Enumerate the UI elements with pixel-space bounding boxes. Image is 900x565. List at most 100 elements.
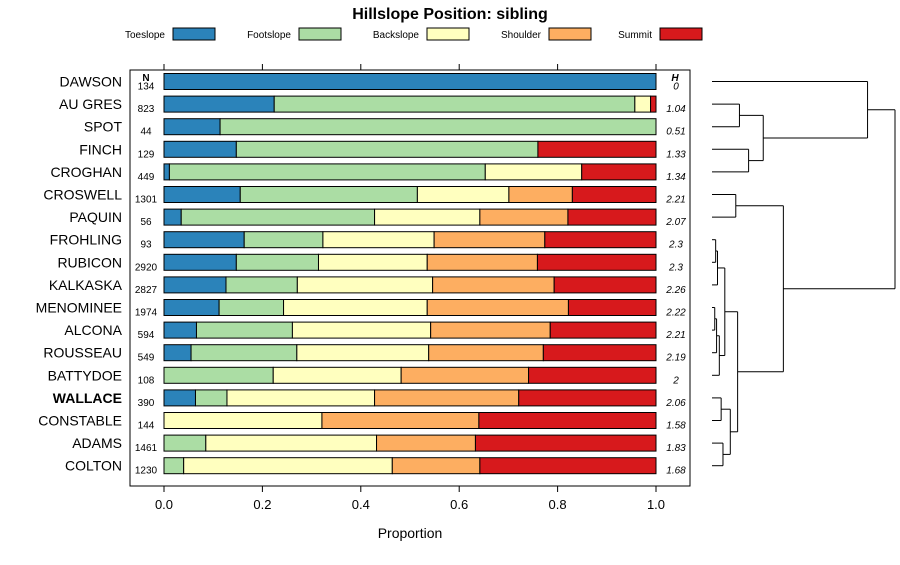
bar-finch-footslope (235, 140, 539, 158)
bar-rousseau-shoulder (428, 344, 544, 362)
n-value-rousseau: 549 (138, 353, 155, 364)
x-axis-label: Proportion (378, 525, 443, 541)
bar-frohling-footslope (243, 231, 324, 249)
bar-alcona-toeslope (163, 321, 197, 339)
bar-adams-summit (474, 434, 657, 452)
bar-menominee-footslope (218, 299, 285, 316)
bar-alcona-summit (549, 321, 657, 339)
h-value-adams: 1.83 (666, 443, 686, 454)
row-label-kalkaska: KALKASKA (49, 277, 123, 293)
n-value-colton: 1230 (135, 466, 158, 477)
bar-finch-toeslope (163, 140, 237, 158)
bar-wallace-backslope (226, 389, 376, 407)
n-value-rubicon: 2920 (135, 262, 158, 273)
bar-rousseau-toeslope (163, 344, 192, 362)
bar-adams-footslope (163, 434, 207, 452)
bar-croswell-shoulder (508, 186, 573, 203)
x-tick-label: 0.8 (549, 497, 567, 512)
legend-swatch-shoulder (548, 27, 592, 41)
bar-kalkaska-summit (553, 276, 657, 294)
bar-kalkaska-shoulder (432, 276, 555, 294)
bar-paquin-shoulder (479, 208, 569, 226)
h-value-au-gres: 1.04 (666, 104, 686, 115)
bar-wallace-summit (518, 389, 657, 407)
bar-alcona-backslope (291, 321, 432, 339)
n-value-paquin: 56 (140, 217, 152, 228)
h-value-battydoe: 2 (672, 375, 679, 386)
bar-paquin-backslope (374, 208, 481, 226)
bar-rousseau-footslope (190, 344, 298, 362)
n-value-spot: 44 (140, 127, 152, 138)
h-value-croghan: 1.34 (666, 172, 686, 183)
bar-constable-summit (478, 412, 657, 429)
x-tick-label: 0.0 (155, 497, 173, 512)
row-label-spot: SPOT (84, 119, 123, 135)
bar-spot-toeslope (163, 118, 221, 136)
n-value-constable: 144 (138, 421, 155, 432)
bar-paquin-toeslope (163, 208, 182, 226)
n-value-croswell: 1301 (135, 195, 158, 206)
h-value-alcona: 2.21 (665, 330, 685, 341)
legend-label-backslope: Backslope (373, 30, 420, 41)
row-label-croghan: CROGHAN (50, 164, 122, 180)
row-label-paquin: PAQUIN (69, 209, 122, 225)
h-value-rousseau: 2.19 (665, 353, 686, 364)
h-value-dawson: 0 (673, 82, 679, 93)
bar-wallace-footslope (194, 389, 228, 407)
bar-colton-shoulder (391, 457, 481, 475)
bar-croghan-backslope (484, 163, 583, 181)
n-value-wallace: 390 (138, 398, 155, 409)
row-label-dawson: DAWSON (60, 74, 122, 90)
legend-swatch-toeslope (172, 27, 216, 41)
bar-au-gres-toeslope (163, 95, 275, 113)
bar-paquin-footslope (180, 208, 376, 226)
row-label-adams: ADAMS (72, 435, 122, 451)
h-header: H (671, 73, 679, 84)
bar-frohling-summit (544, 231, 657, 249)
bar-frohling-shoulder (433, 231, 546, 249)
bar-adams-backslope (205, 434, 378, 452)
row-label-colton: COLTON (65, 458, 122, 474)
x-tick-label: 0.4 (352, 497, 370, 512)
legend-label-summit: Summit (618, 30, 652, 41)
h-value-kalkaska: 2.26 (665, 285, 686, 296)
bar-croswell-summit (571, 186, 657, 203)
bar-colton-backslope (183, 457, 393, 475)
legend-label-toeslope: Toeslope (125, 30, 165, 41)
bar-frohling-toeslope (163, 231, 245, 249)
bar-paquin-summit (567, 208, 657, 226)
bar-wallace-shoulder (374, 389, 520, 407)
bar-kalkaska-toeslope (163, 276, 227, 294)
h-value-spot: 0.51 (666, 127, 685, 138)
bar-battydoe-backslope (272, 366, 402, 384)
row-label-menominee: MENOMINEE (36, 300, 122, 316)
bar-rubicon-summit (536, 253, 657, 271)
chart-title: Hillslope Position: sibling (352, 6, 548, 23)
bar-menominee-shoulder (426, 299, 569, 316)
bar-wallace-toeslope (163, 389, 196, 407)
n-value-au-gres: 823 (138, 104, 155, 115)
bar-rousseau-backslope (296, 344, 430, 362)
bar-menominee-summit (567, 299, 657, 316)
dendrogram (712, 81, 896, 467)
row-label-au-gres: AU GRES (59, 96, 122, 112)
bar-constable-shoulder (321, 412, 480, 429)
bar-croghan-toeslope (163, 163, 170, 181)
row-label-alcona: ALCONA (64, 322, 122, 338)
row-label-rousseau: ROUSSEAU (43, 345, 122, 361)
bar-menominee-backslope (283, 299, 428, 316)
legend: Toeslope Footslope Backslope Shoulder Summit (125, 27, 703, 41)
h-value-croswell: 2.21 (665, 195, 685, 206)
legend-swatch-summit (659, 27, 703, 41)
n-header: N (142, 73, 149, 84)
n-value-croghan: 449 (138, 172, 155, 183)
bar-menominee-toeslope (163, 299, 220, 316)
plot-area: 0.0 0.2 0.4 0.6 0.8 1.0 N H DAWSON 134 0 AU GRES 823… (36, 64, 691, 512)
bar-battydoe-summit (528, 366, 657, 384)
bar-rubicon-backslope (317, 253, 428, 271)
n-value-frohling: 93 (140, 240, 152, 251)
bar-au-gres-footslope (273, 95, 636, 113)
h-value-wallace: 2.06 (665, 398, 686, 409)
row-label-battydoe: BATTYDOE (48, 367, 122, 383)
